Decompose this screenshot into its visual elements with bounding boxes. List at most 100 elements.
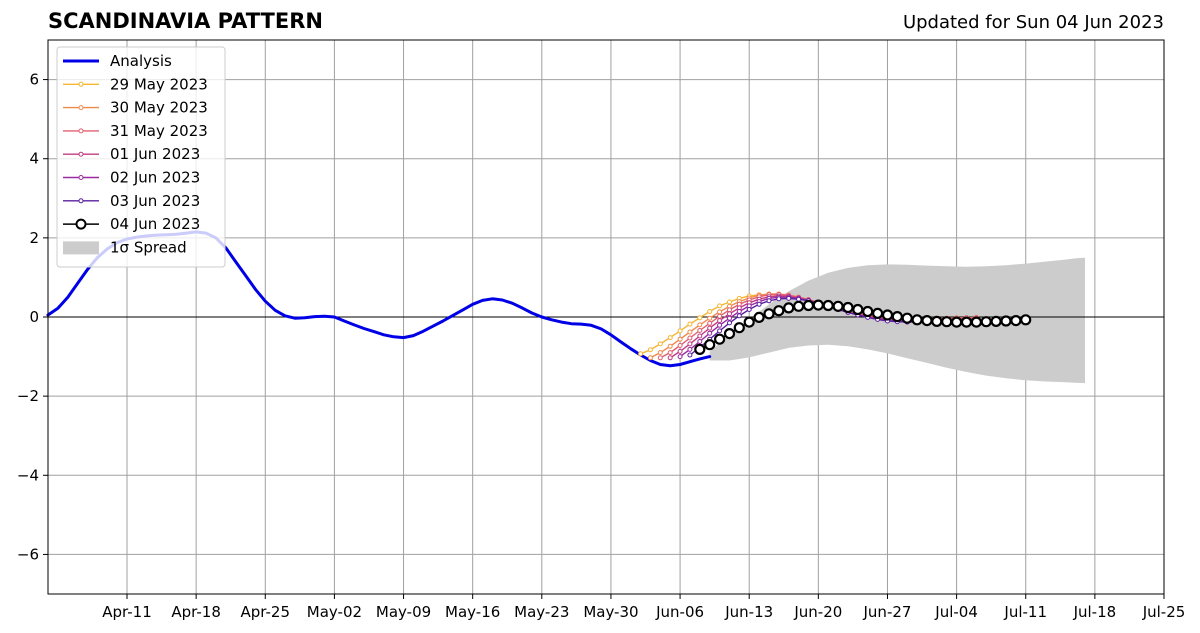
latest-point (733, 322, 745, 334)
x-tick-label: Apr-11 (102, 603, 152, 621)
legend-item: 02 Jun 2023 (63, 169, 200, 187)
forecast-point (677, 336, 683, 342)
legend-label: 02 Jun 2023 (110, 169, 200, 187)
legend-marker (75, 218, 87, 230)
forecast-point (657, 341, 663, 347)
legend-label: 30 May 2023 (110, 99, 208, 117)
forecast-point (647, 355, 653, 361)
legend-item: Analysis (63, 52, 172, 70)
forecast-point (707, 309, 713, 314)
legend-label: 01 Jun 2023 (110, 145, 200, 163)
latest-point (812, 299, 824, 311)
latest-point (1000, 315, 1012, 327)
legend-swatch (63, 241, 99, 255)
legend-box (56, 46, 226, 268)
forecast-point (707, 320, 713, 326)
latest-point (871, 307, 884, 319)
axis-ticks: Apr-11 Apr-18 Apr-25 May-02 May-09 May-16 May-… (17, 71, 1185, 621)
legend-marker (78, 128, 84, 134)
y-tick-label: −2 (17, 387, 39, 405)
latest-point (792, 300, 805, 312)
latest-series (694, 299, 1032, 355)
x-tick-label: Jul-25 (1142, 603, 1186, 621)
legend-label: 04 Jun 2023 (110, 215, 200, 233)
forecast-point (717, 309, 723, 315)
forecast-point (687, 329, 693, 335)
latest-point (773, 305, 785, 317)
forecast-point (707, 315, 713, 321)
forecast-point (667, 350, 673, 356)
forecast-point (746, 307, 752, 312)
legend: Analysis 29 May 2023 30 May 2023 31 May 202… (56, 46, 226, 268)
latest-point (960, 316, 973, 328)
forecast-point (707, 325, 713, 331)
forecast-point (766, 298, 772, 304)
legend-item: 30 May 2023 (63, 99, 208, 117)
forecast-point (796, 296, 802, 302)
forecast-point (697, 315, 703, 321)
forecast-point (786, 295, 792, 301)
forecast-point (687, 321, 693, 327)
latest-point (941, 316, 953, 328)
legend-item: 03 Jun 2023 (63, 192, 200, 210)
legend-marker (78, 105, 84, 111)
updated-date-label: Updated for Sun 04 Jun 2023 (902, 12, 1164, 33)
forecast-point (667, 335, 673, 341)
forecast-point (687, 346, 693, 352)
x-tick-label: May-09 (376, 603, 431, 621)
page-title: SCANDINAVIA PATTERN (48, 9, 323, 33)
y-tick-label: −4 (17, 466, 39, 484)
forecast-point (776, 296, 782, 302)
legend-marker (78, 175, 84, 180)
legend-label: 29 May 2023 (110, 75, 208, 93)
latest-point (743, 316, 755, 328)
latest-point (901, 312, 913, 324)
forecast-point (717, 313, 723, 319)
latest-point (1020, 314, 1032, 326)
forecast-point (727, 299, 732, 305)
y-tick-label: 4 (29, 150, 39, 168)
y-tick-label: −6 (17, 545, 39, 563)
forecast-point (647, 347, 653, 353)
latest-point (753, 311, 765, 323)
x-tick-label: May-30 (583, 603, 638, 621)
x-tick-label: Jul-04 (934, 603, 978, 621)
y-tick-label: 6 (29, 71, 39, 89)
legend-marker (78, 198, 84, 204)
latest-point (802, 299, 815, 312)
forecast-point (697, 322, 703, 328)
forecast-point (727, 320, 732, 326)
latest-point (891, 311, 903, 323)
forecast-point (677, 328, 683, 334)
x-tick-label: May-23 (514, 603, 569, 621)
forecast-point (687, 335, 693, 341)
latest-point (694, 343, 706, 355)
latest-point (931, 315, 943, 327)
forecast-point (756, 301, 762, 307)
latest-point (950, 316, 963, 328)
forecast-point (657, 355, 663, 361)
x-tick-label: Apr-25 (241, 603, 291, 621)
forecast-point (667, 343, 673, 349)
latest-point (842, 301, 854, 314)
forecast-point (697, 328, 703, 333)
forecast-point (717, 328, 723, 334)
latest-point (990, 315, 1002, 327)
forecast-point (736, 309, 742, 314)
x-tick-label: Jun-13 (724, 603, 773, 621)
latest-point (822, 299, 834, 312)
forecast-point (677, 343, 683, 348)
forecast-point (736, 313, 742, 319)
latest-point (970, 316, 983, 328)
latest-point (783, 302, 795, 314)
legend-label: 1σ Spread (110, 238, 187, 256)
forecast-point (717, 318, 723, 324)
x-tick-label: Jul-18 (1073, 603, 1117, 621)
latest-point (881, 309, 894, 321)
y-tick-label: 0 (29, 308, 39, 326)
forecast-point (638, 351, 644, 357)
forecast-point (657, 350, 663, 356)
latest-point (763, 308, 775, 320)
x-tick-label: Jun-06 (655, 603, 704, 621)
